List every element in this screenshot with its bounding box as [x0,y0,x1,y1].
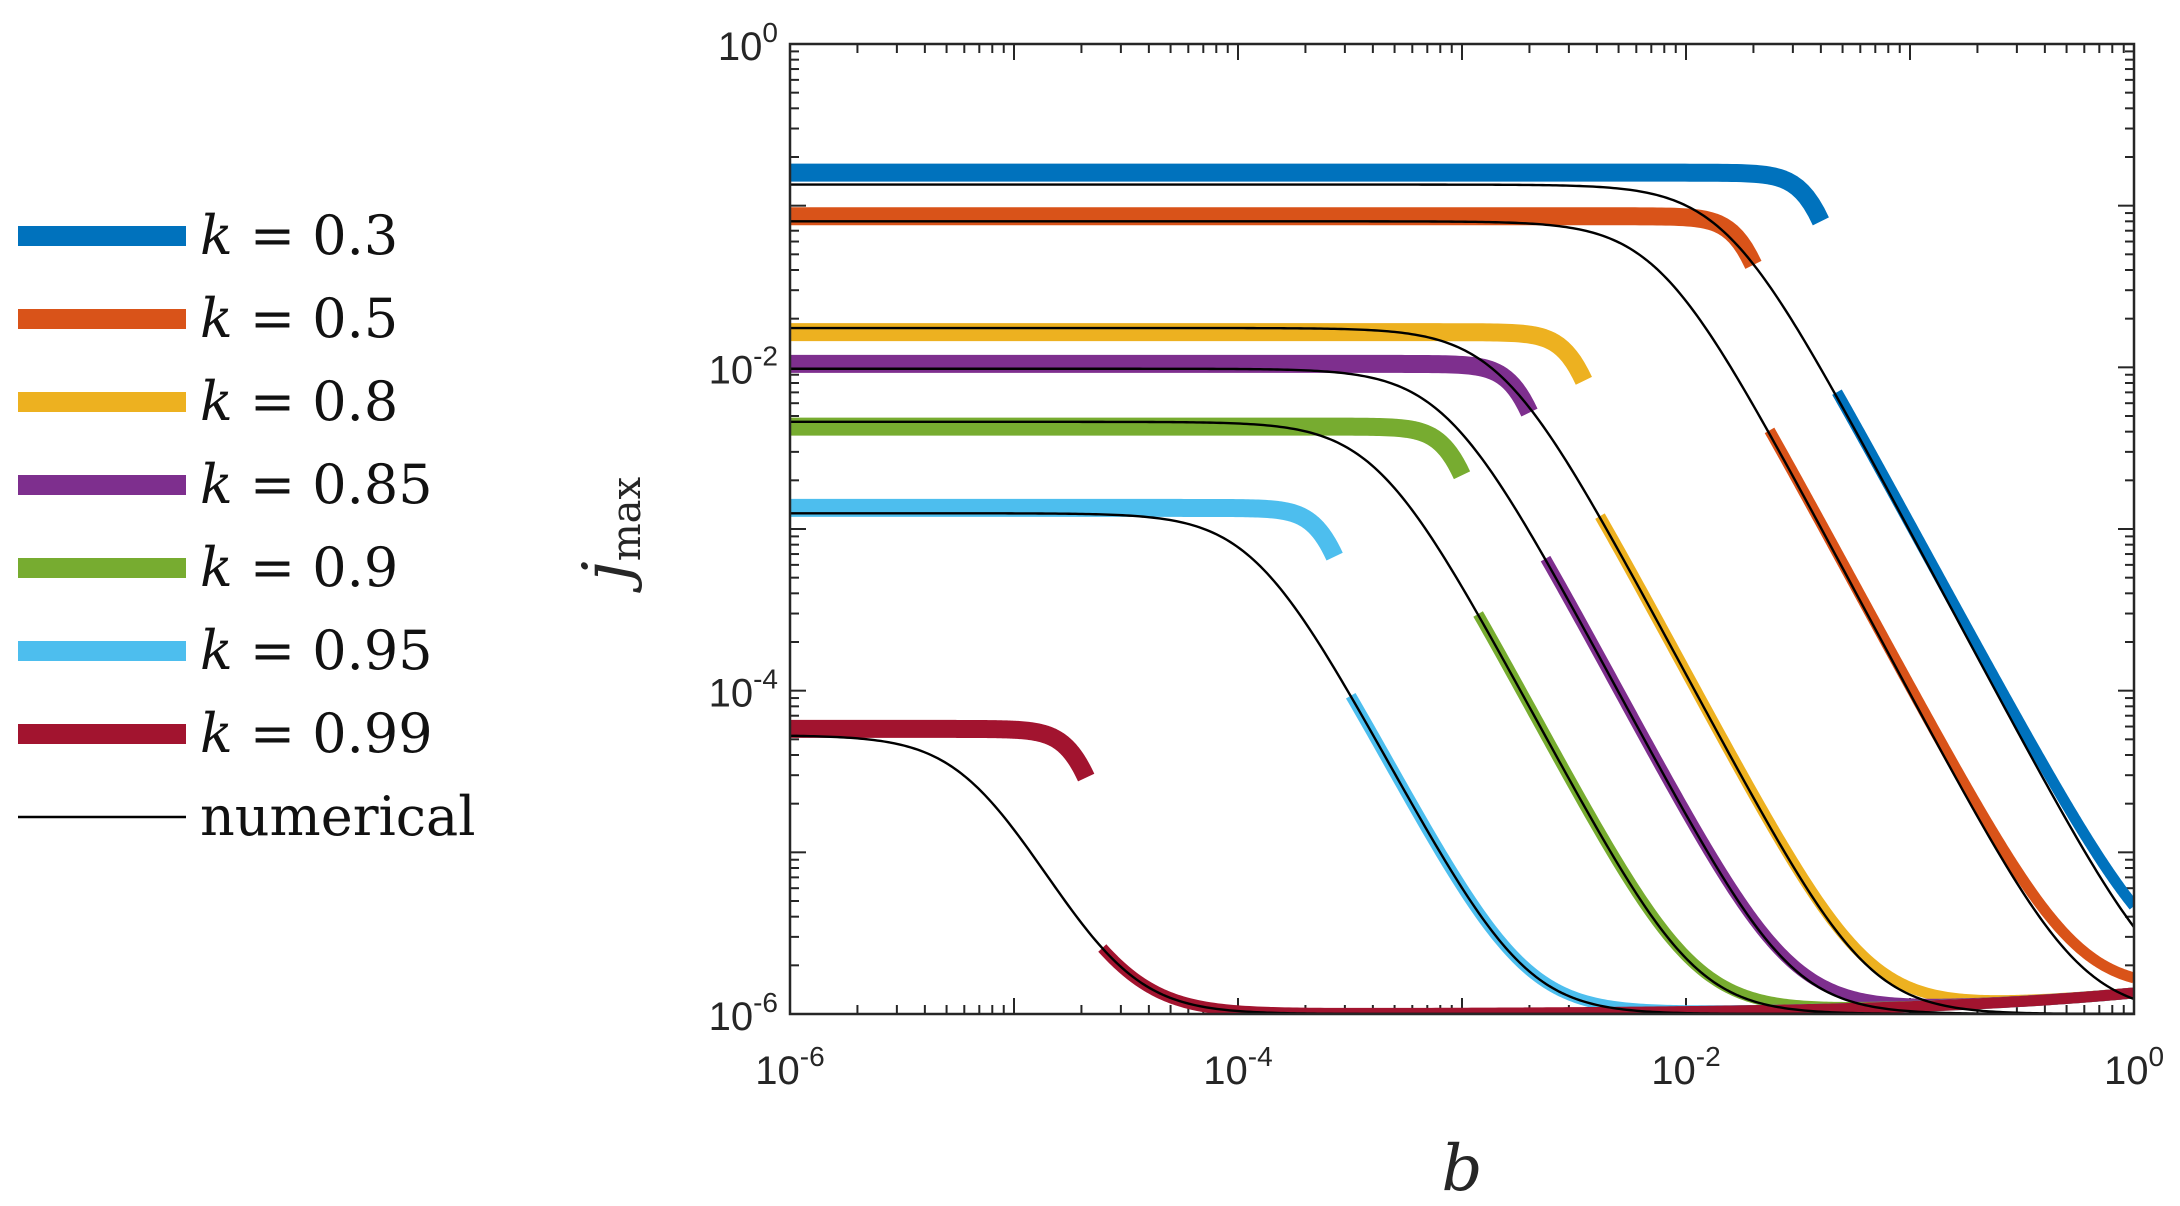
analytic-curve [790,719,1095,784]
y-tick-label: 10-2 [709,340,778,392]
plot-background [790,44,2134,1014]
legend-label: k = 0.9 [200,536,398,599]
legend-label: k = 0.85 [200,453,433,516]
legend-entry-0.85: k = 0.85 [18,453,433,516]
legend-entry-0.95: k = 0.95 [18,619,433,682]
series-0.5 [790,207,2134,984]
legend: k = 0.3 k = 0.5 k = 0.8 k = 0.85 k = 0.9 k = … [18,204,476,848]
y-tick-label: 10-6 [709,987,778,1039]
x-axis-label: b [1442,1132,1483,1206]
legend-entry-0.5: k = 0.5 [18,287,398,350]
plot-frame [788,42,2136,1016]
legend-label: k = 0.5 [200,287,398,350]
plot-area [790,44,2134,1014]
x-tick-label: 10-4 [1203,1041,1272,1093]
axis-labels: b jmax [570,476,1482,1206]
analytic-curve [790,417,1471,480]
asymptotic-curve [1832,388,2134,911]
numerical-curve [790,367,2134,1014]
asymptotic-curve [1764,427,2134,984]
analytic-curve [790,207,1762,269]
legend-label: k = 0.99 [200,702,433,765]
y-tick-label: 10-4 [709,664,778,716]
legend-label: k = 0.95 [200,619,433,682]
y-tick-label: 100 [718,17,778,69]
x-tick-label: 10-6 [755,1041,824,1093]
x-tick-label: 10-2 [1651,1041,1720,1093]
numerical-curve [790,220,2134,1001]
legend-label: numerical [200,785,476,848]
analytic-curve [790,163,1829,226]
x-tick-label: 100 [2104,1041,2164,1093]
axes-box [788,42,2136,1016]
numerical-curve [790,326,2134,1014]
series-0.3 [790,163,2134,911]
legend-entry-0.3: k = 0.3 [18,204,398,267]
analytic-curve [790,498,1343,561]
legend-entry-numerical: numerical [18,785,476,848]
analytic-curve [790,323,1592,385]
series-layer [790,163,2134,1014]
y-axis-label: jmax [570,476,650,593]
legend-label: k = 0.3 [200,204,398,267]
legend-label: k = 0.8 [200,370,398,433]
numerical-curve [790,183,2134,928]
numerical-curve [790,512,2134,1014]
legend-entry-0.9: k = 0.9 [18,536,398,599]
legend-entry-0.99: k = 0.99 [18,702,433,765]
legend-entry-0.8: k = 0.8 [18,370,398,433]
tick-labels: 10-6 10-4 10-2 100 10-6 10-4 10-2 100 [709,17,2164,1093]
analytic-curve [790,354,1538,417]
